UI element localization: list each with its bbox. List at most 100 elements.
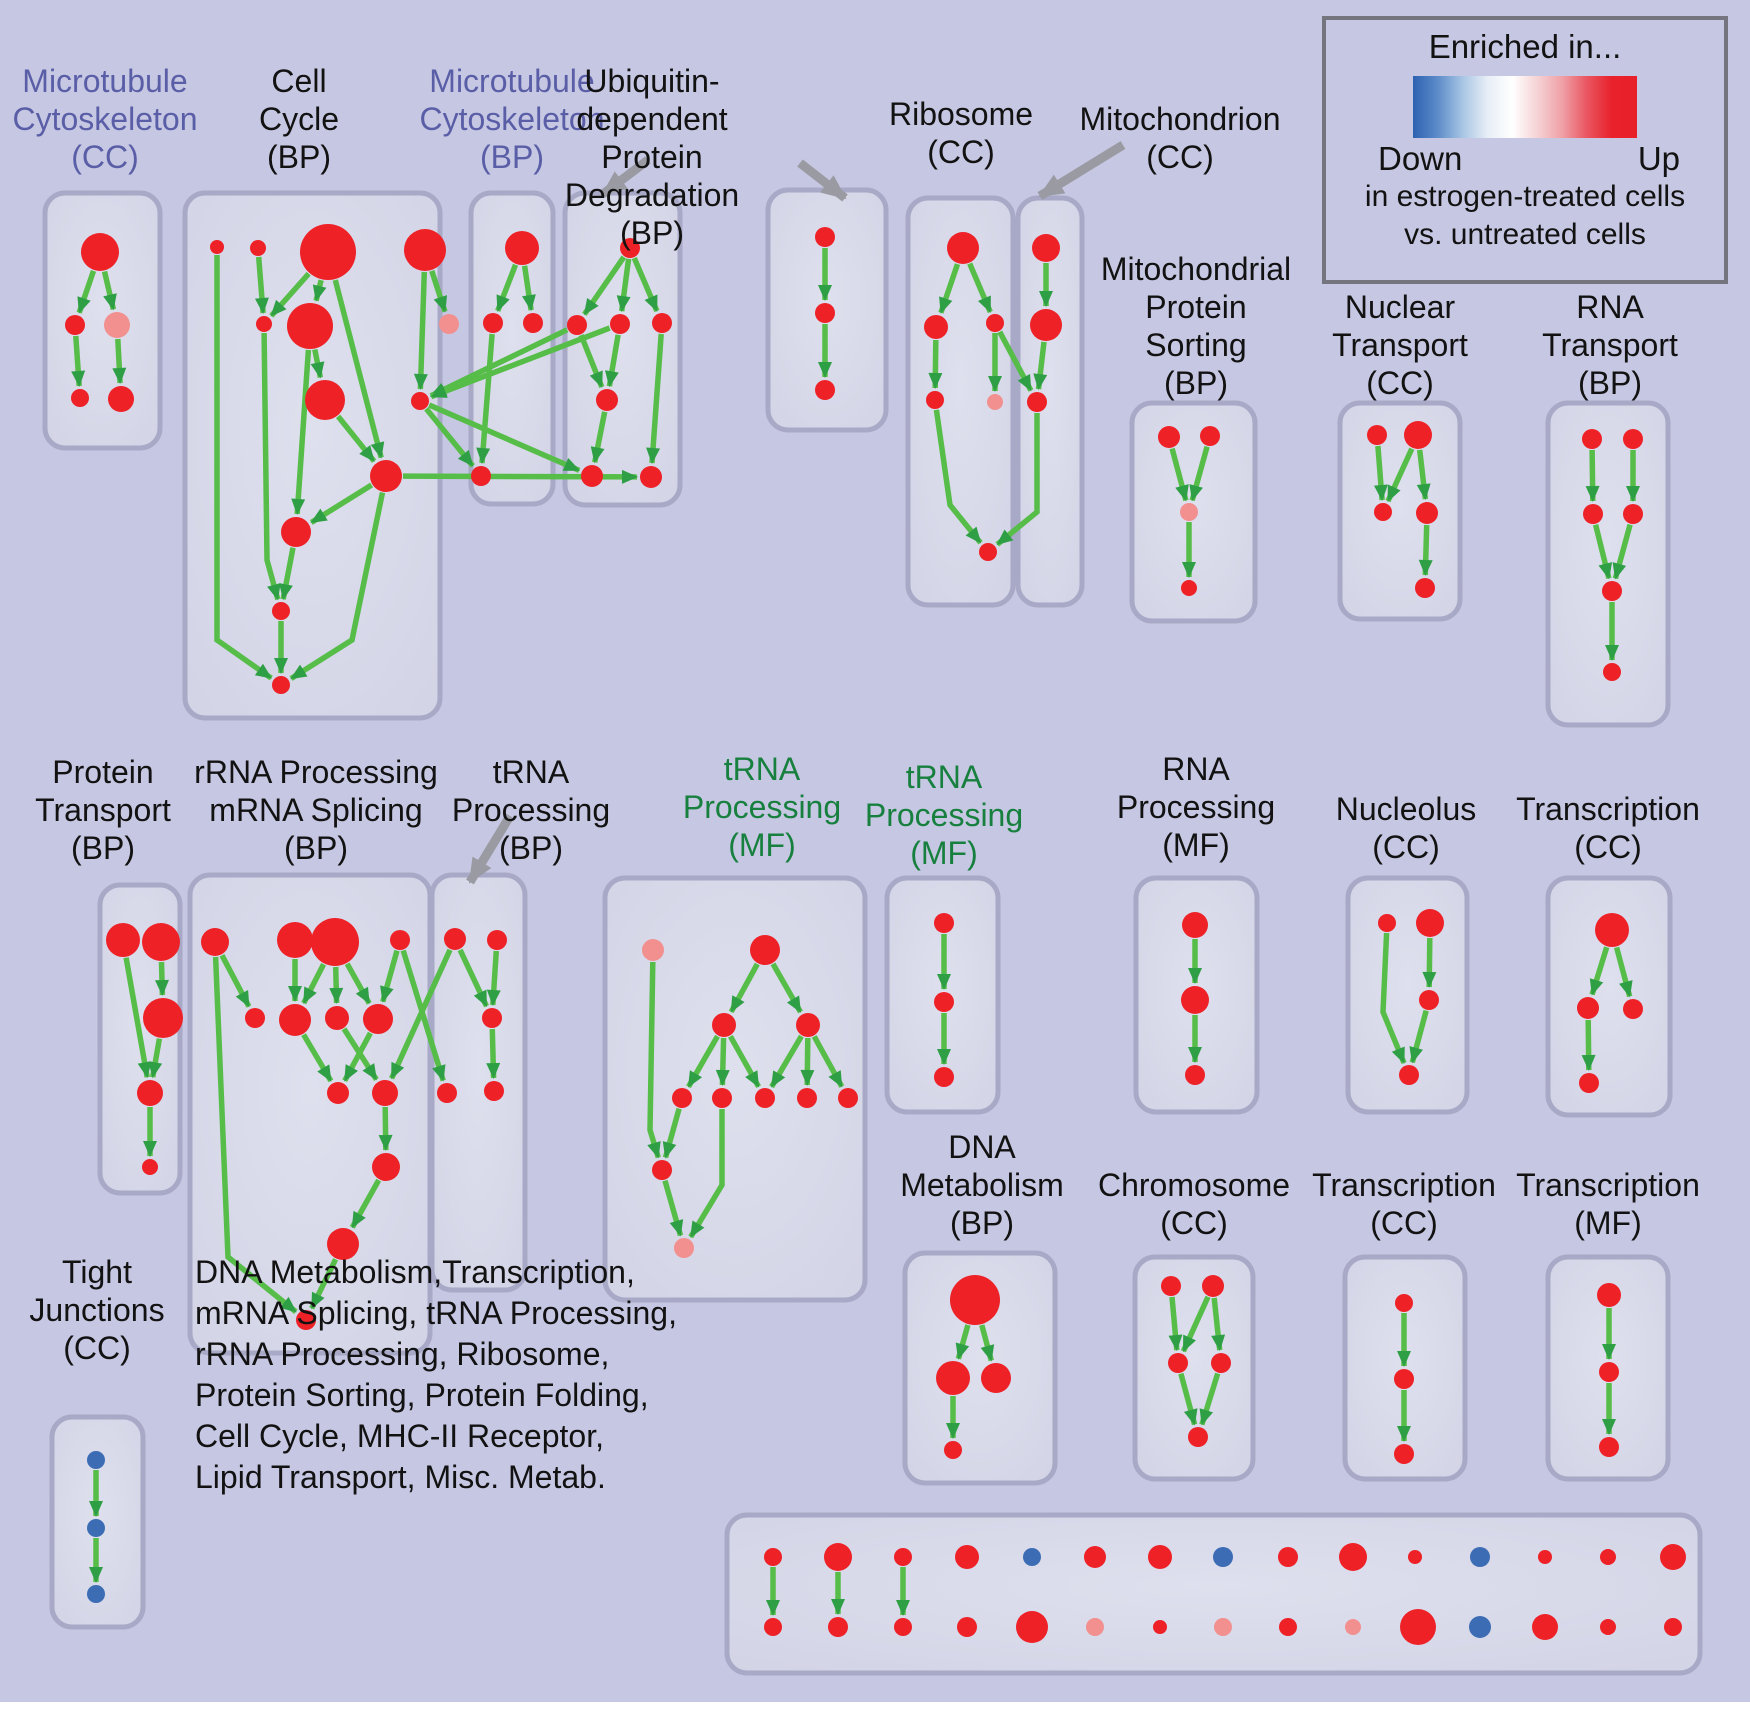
gene-node: [1211, 1353, 1231, 1373]
edge: [1169, 447, 1189, 502]
legend-title: Enriched in...: [1428, 28, 1622, 65]
gene-node: [824, 1543, 852, 1571]
gene-node: [1180, 503, 1198, 521]
gene-node: [106, 923, 140, 957]
edge: [770, 962, 803, 1014]
edge: [647, 961, 661, 1159]
gene-node: [1408, 1550, 1422, 1564]
cluster-label-chromosome: Chromosome (CC): [1097, 1167, 1291, 1241]
gene-node: [1415, 578, 1435, 598]
edge: [728, 962, 760, 1014]
edge: [476, 333, 495, 464]
gene-node: [372, 1153, 400, 1181]
gene-node: [311, 918, 359, 966]
annotation-arrows: [466, 141, 1126, 885]
gene-node: [987, 394, 1003, 410]
cluster-label-nuclear-transport: Nuclear Transport (CC): [1332, 289, 1468, 401]
gene-node: [981, 1363, 1011, 1393]
gene-node: [1027, 392, 1047, 412]
edge: [413, 271, 428, 390]
gene-node: [1419, 990, 1439, 1010]
gene-node: [1394, 1444, 1414, 1464]
edge: [148, 1038, 163, 1079]
edge: [329, 966, 344, 1004]
gene-node: [1200, 426, 1220, 446]
edge: [342, 1031, 373, 1083]
label-pointer-arrow: [1037, 141, 1126, 200]
gene-node: [1161, 1276, 1181, 1296]
cluster-label-rna-processing-mf: RNA Processing (MF): [1116, 751, 1276, 863]
edge: [1422, 937, 1437, 988]
edge: [312, 279, 327, 302]
gene-node: [250, 240, 266, 256]
gene-node: [487, 930, 507, 950]
gene-node: [1378, 914, 1396, 932]
edge: [1189, 445, 1210, 502]
gene-node: [1416, 909, 1444, 937]
gene-node: [143, 998, 183, 1038]
cluster-label-cell-cycle: Cell Cycle (BP): [258, 63, 340, 175]
edge: [933, 409, 983, 545]
edge: [800, 1037, 815, 1086]
edge: [1409, 1009, 1429, 1064]
gene-node: [484, 1081, 504, 1101]
gene-node: [1664, 1618, 1682, 1636]
cluster-box-nucleolus: [1345, 875, 1470, 1115]
gene-node: [363, 1004, 393, 1034]
gene-node: [1181, 580, 1197, 596]
gene-node: [327, 1228, 359, 1260]
edge: [1592, 524, 1613, 580]
edge: [269, 271, 311, 318]
cluster-label-mito-protein-sorting: Mitochondrial Protein Sorting (BP): [1100, 251, 1292, 401]
gene-node: [65, 315, 85, 335]
cluster-label-transcription-mf: Transcription (MF): [1516, 1167, 1700, 1241]
gene-node: [1416, 502, 1438, 524]
edge: [605, 334, 621, 388]
edge: [341, 1027, 379, 1081]
edge: [378, 1106, 393, 1151]
edge: [521, 265, 536, 312]
edge: [1178, 1372, 1198, 1426]
gene-node: [764, 1618, 782, 1636]
gene-node: [1623, 429, 1643, 449]
edge: [332, 279, 385, 459]
cluster-label-dna-metabolism: DNA Metabolism (BP): [900, 1129, 1064, 1241]
edge: [686, 1034, 720, 1089]
gene-nodes: [65, 224, 1686, 1645]
cluster-label-rna-transport: RNA Transport (BP): [1542, 289, 1678, 401]
edge: [335, 414, 377, 463]
gene-node: [957, 1617, 977, 1637]
gene-node: [372, 1080, 398, 1106]
edge: [616, 258, 632, 313]
gene-node: [652, 313, 672, 333]
gene-node: [815, 303, 835, 323]
gene-node: [1374, 503, 1392, 521]
gene-node: [1532, 1614, 1558, 1640]
gene-node: [437, 1083, 457, 1103]
gene-node: [1086, 1618, 1104, 1636]
gene-node: [1600, 1619, 1616, 1635]
cluster-box-transcription-cc-2: [1342, 1254, 1468, 1482]
gene-node: [1214, 1618, 1232, 1636]
gene-node: [523, 313, 543, 333]
edge: [1585, 449, 1600, 502]
edge: [219, 954, 252, 1008]
edge: [400, 949, 446, 1082]
edge: [112, 338, 127, 384]
gene-node: [936, 1361, 970, 1395]
edge: [938, 263, 961, 314]
edge: [1033, 341, 1048, 391]
gene-node: [1597, 1283, 1621, 1307]
gene-node: [390, 930, 410, 950]
edge: [1385, 447, 1415, 503]
edge: [486, 1028, 501, 1079]
cluster-label-microtubule-cc: Microtubule Cytoskeleton (CC): [12, 63, 198, 175]
gene-node: [1399, 1065, 1419, 1085]
gene-node: [1577, 997, 1599, 1019]
gene-node: [1623, 999, 1643, 1019]
gene-node: [796, 1013, 820, 1037]
cluster-label-rrna-mrna: rRNA Processing mRNA Splicing (BP): [194, 754, 438, 866]
gene-node: [87, 1585, 105, 1603]
